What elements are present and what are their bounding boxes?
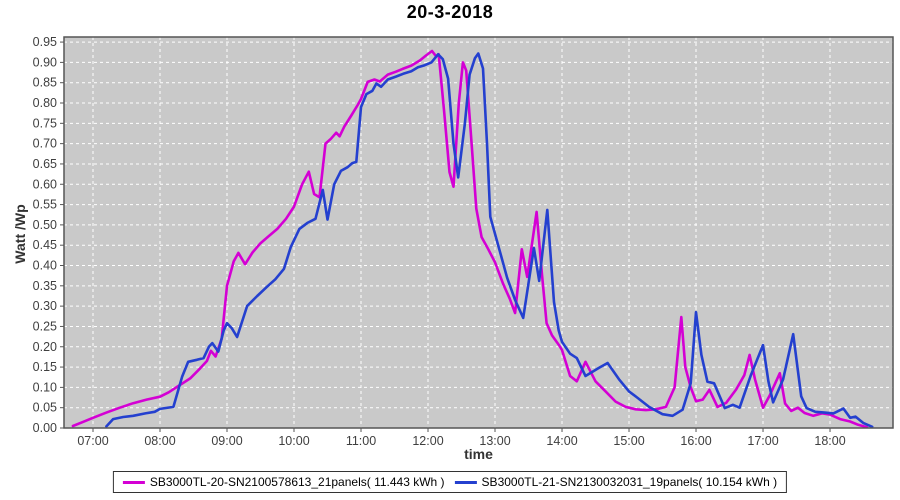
y-tick-label: 0.45 <box>33 238 57 252</box>
legend-entry-series-0: SB3000TL-20-SN2100578613_21panels( 11.44… <box>122 475 445 489</box>
x-tick-label: 11:00 <box>346 434 376 448</box>
y-tick-label: 0.50 <box>33 218 57 232</box>
y-tick-label: 0.95 <box>33 35 57 49</box>
y-tick-label: 0.35 <box>33 279 57 293</box>
axis-tick-labels: 0.00 0.05 0.10 0.15 0.20 0.25 0.30 0.35 0.40 0.45… <box>33 35 846 448</box>
x-tick-label: 14:00 <box>546 434 577 448</box>
y-tick-label: 0.15 <box>33 360 57 374</box>
x-tick-label: 16:00 <box>680 434 711 448</box>
y-tick-label: 0.85 <box>33 76 57 90</box>
y-tick-label: 0.60 <box>33 177 57 191</box>
y-tick-label: 0.30 <box>33 299 57 313</box>
x-tick-label: 17:00 <box>747 434 778 448</box>
y-tick-label: 0.55 <box>33 198 57 212</box>
x-tick-label: 13:00 <box>479 434 510 448</box>
series-1-line-swatch <box>454 480 477 484</box>
legend-entry-series-1: SB3000TL-21-SN2130032031_19panels( 10.15… <box>454 475 778 489</box>
y-tick-label: 0.70 <box>33 137 57 151</box>
y-tick-label: 0.40 <box>33 259 57 273</box>
plot-border <box>63 36 894 429</box>
grid-lines <box>64 37 893 429</box>
y-tick-label: 0.65 <box>33 157 57 171</box>
legend-label-series-0: SB3000TL-20-SN2100578613_21panels( 11.44… <box>149 475 445 489</box>
y-tick-label: 0.80 <box>33 96 57 110</box>
legend-label-series-1: SB3000TL-21-SN2130032031_19panels( 10.15… <box>481 475 778 489</box>
plot-background <box>64 37 893 428</box>
y-tick-label: 0.10 <box>33 380 57 394</box>
x-tick-label: 08:00 <box>144 434 175 448</box>
x-tick-label: 15:00 <box>613 434 644 448</box>
series-0-line-swatch <box>122 480 145 484</box>
legend: SB3000TL-20-SN2100578613_21panels( 11.44… <box>112 471 788 493</box>
x-tick-label: 07:00 <box>77 434 108 448</box>
series-line-0 <box>71 49 869 428</box>
x-tick-label: 10:00 <box>278 434 309 448</box>
x-axis-label: time <box>464 446 493 462</box>
x-tick-label: 18:00 <box>814 434 845 448</box>
series-group <box>71 49 874 428</box>
chart-title: 20-3-2018 <box>406 2 494 22</box>
y-tick-label: 0.75 <box>33 116 57 130</box>
y-tick-label: 0.25 <box>33 319 57 333</box>
y-tick-label: 0.05 <box>33 401 57 415</box>
series-line-1 <box>105 52 874 428</box>
x-tick-label: 12:00 <box>412 434 443 448</box>
x-tick-label: 09:00 <box>211 434 242 448</box>
y-tick-label: 0.90 <box>33 55 57 69</box>
axis-ticks <box>60 41 831 432</box>
y-tick-label: 0.00 <box>33 421 57 435</box>
y-tick-label: 0.20 <box>33 340 57 354</box>
